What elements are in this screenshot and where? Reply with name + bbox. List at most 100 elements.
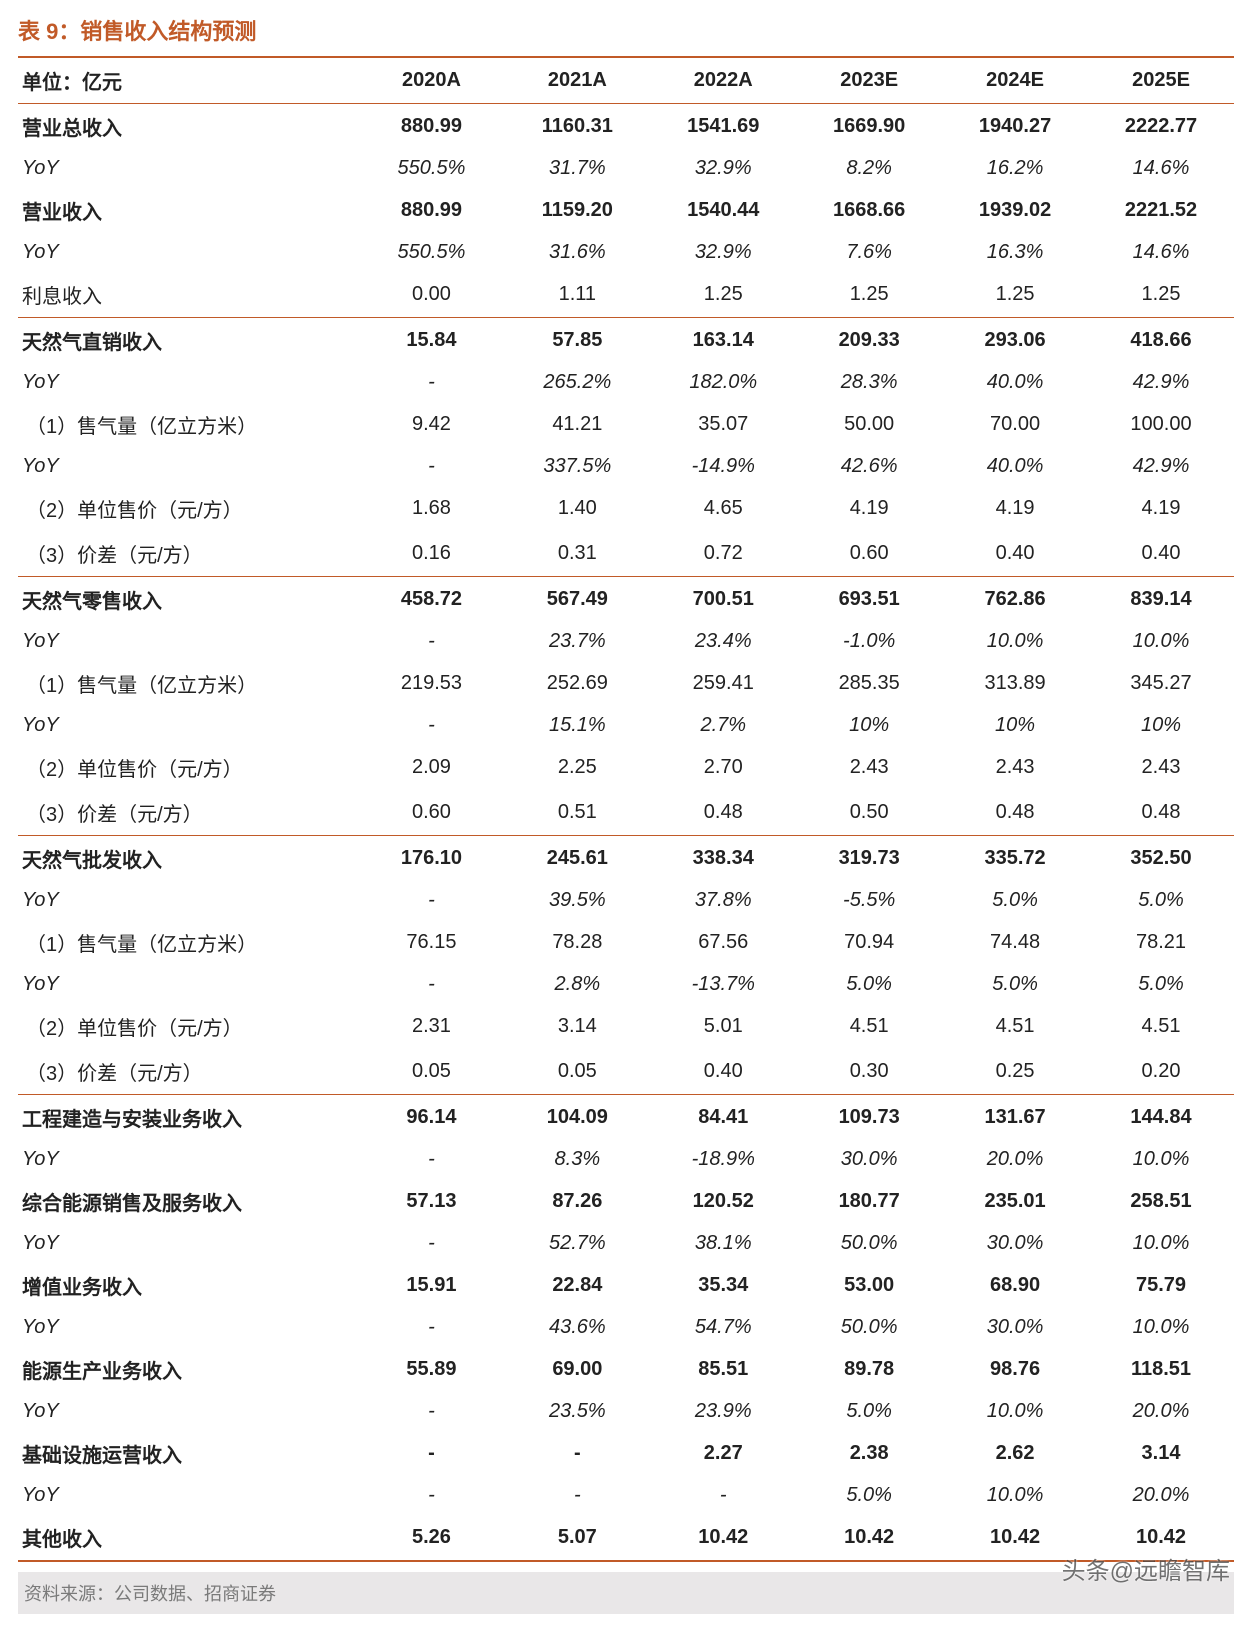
cell: 10.0% [1088, 622, 1234, 661]
cell: 1939.02 [942, 188, 1088, 233]
cell: 2.31 [358, 1004, 504, 1049]
cell: 85.51 [650, 1347, 796, 1392]
cell: 245.61 [504, 836, 650, 882]
cell: 2.27 [650, 1431, 796, 1476]
cell: 5.0% [796, 1476, 942, 1515]
row-label: YoY [18, 1140, 358, 1179]
cell: 14.6% [1088, 233, 1234, 272]
table-row: （1）售气量（亿立方米）219.53252.69259.41285.35313.… [18, 661, 1234, 706]
row-label: （3）价差（元/方） [18, 1049, 358, 1095]
cell: 23.4% [650, 622, 796, 661]
cell: 0.50 [796, 790, 942, 836]
table-row: YoY-8.3%-18.9%30.0%20.0%10.0% [18, 1140, 1234, 1179]
cell: 1.40 [504, 486, 650, 531]
row-label: （2）单位售价（元/方） [18, 745, 358, 790]
table-title: 表 9：销售收入结构预测 [18, 14, 1234, 56]
cell: 2222.77 [1088, 104, 1234, 150]
table-row: YoY-23.5%23.9%5.0%10.0%20.0% [18, 1392, 1234, 1431]
cell: 1668.66 [796, 188, 942, 233]
table-row: 天然气零售收入458.72567.49700.51693.51762.86839… [18, 577, 1234, 623]
cell: 5.0% [796, 965, 942, 1004]
cell: 2.43 [796, 745, 942, 790]
table-row: （2）单位售价（元/方）1.681.404.654.194.194.19 [18, 486, 1234, 531]
table-row: 基础设施运营收入--2.272.382.623.14 [18, 1431, 1234, 1476]
header-2020a: 2020A [358, 57, 504, 104]
cell: 68.90 [942, 1263, 1088, 1308]
cell: 57.13 [358, 1179, 504, 1224]
cell: 209.33 [796, 318, 942, 364]
cell: 120.52 [650, 1179, 796, 1224]
cell: 0.31 [504, 531, 650, 577]
cell: 54.7% [650, 1308, 796, 1347]
table-row: YoY-23.7%23.4%-1.0%10.0%10.0% [18, 622, 1234, 661]
cell: 880.99 [358, 188, 504, 233]
cell: 8.2% [796, 149, 942, 188]
cell: 23.5% [504, 1392, 650, 1431]
cell: 1540.44 [650, 188, 796, 233]
table-row: （2）单位售价（元/方）2.092.252.702.432.432.43 [18, 745, 1234, 790]
table-row: 营业收入880.991159.201540.441668.661939.0222… [18, 188, 1234, 233]
cell: 50.0% [796, 1308, 942, 1347]
cell: 0.25 [942, 1049, 1088, 1095]
table-row: 利息收入0.001.111.251.251.251.25 [18, 272, 1234, 318]
cell: 5.0% [1088, 965, 1234, 1004]
table-row: YoY-39.5%37.8%-5.5%5.0%5.0% [18, 881, 1234, 920]
row-label: 天然气直销收入 [18, 318, 358, 364]
cell: 0.30 [796, 1049, 942, 1095]
row-label: YoY [18, 622, 358, 661]
cell: 3.14 [1088, 1431, 1234, 1476]
cell: 313.89 [942, 661, 1088, 706]
header-2022a: 2022A [650, 57, 796, 104]
cell: 1940.27 [942, 104, 1088, 150]
cell: 4.51 [942, 1004, 1088, 1049]
cell: 30.0% [796, 1140, 942, 1179]
row-label: （1）售气量（亿立方米） [18, 920, 358, 965]
cell: - [358, 363, 504, 402]
watermark: 头条@远瞻智库 [1062, 1551, 1230, 1586]
cell: 0.16 [358, 531, 504, 577]
row-label: 天然气零售收入 [18, 577, 358, 623]
row-label: 利息收入 [18, 272, 358, 318]
cell: 10.42 [650, 1515, 796, 1561]
header-2023e: 2023E [796, 57, 942, 104]
row-label: （1）售气量（亿立方米） [18, 661, 358, 706]
table-row: 能源生产业务收入55.8969.0085.5189.7898.76118.51 [18, 1347, 1234, 1392]
cell: 762.86 [942, 577, 1088, 623]
row-label: 综合能源销售及服务收入 [18, 1179, 358, 1224]
cell: 30.0% [942, 1224, 1088, 1263]
cell: 5.01 [650, 1004, 796, 1049]
cell: 5.0% [942, 881, 1088, 920]
cell: 335.72 [942, 836, 1088, 882]
cell: 70.00 [942, 402, 1088, 447]
cell: - [504, 1476, 650, 1515]
cell: 337.5% [504, 447, 650, 486]
cell: 1159.20 [504, 188, 650, 233]
cell: 10.0% [1088, 1140, 1234, 1179]
table-row: （3）价差（元/方）0.160.310.720.600.400.40 [18, 531, 1234, 577]
cell: 2.43 [1088, 745, 1234, 790]
cell: - [358, 706, 504, 745]
cell: 15.1% [504, 706, 650, 745]
cell: 35.07 [650, 402, 796, 447]
row-label: （3）价差（元/方） [18, 790, 358, 836]
row-label: YoY [18, 1308, 358, 1347]
cell: 458.72 [358, 577, 504, 623]
cell: 2.09 [358, 745, 504, 790]
cell: -1.0% [796, 622, 942, 661]
row-label: 增值业务收入 [18, 1263, 358, 1308]
cell: 265.2% [504, 363, 650, 402]
row-label: 基础设施运营收入 [18, 1431, 358, 1476]
cell: - [358, 965, 504, 1004]
cell: 550.5% [358, 149, 504, 188]
table-row: YoY-43.6%54.7%50.0%30.0%10.0% [18, 1308, 1234, 1347]
table-row: 综合能源销售及服务收入57.1387.26120.52180.77235.012… [18, 1179, 1234, 1224]
cell: 0.40 [650, 1049, 796, 1095]
cell: 89.78 [796, 1347, 942, 1392]
cell: 0.00 [358, 272, 504, 318]
table-row: （1）售气量（亿立方米）9.4241.2135.0750.0070.00100.… [18, 402, 1234, 447]
cell: - [358, 881, 504, 920]
cell: 30.0% [942, 1308, 1088, 1347]
table-row: （2）单位售价（元/方）2.313.145.014.514.514.51 [18, 1004, 1234, 1049]
cell: 285.35 [796, 661, 942, 706]
cell: 28.3% [796, 363, 942, 402]
